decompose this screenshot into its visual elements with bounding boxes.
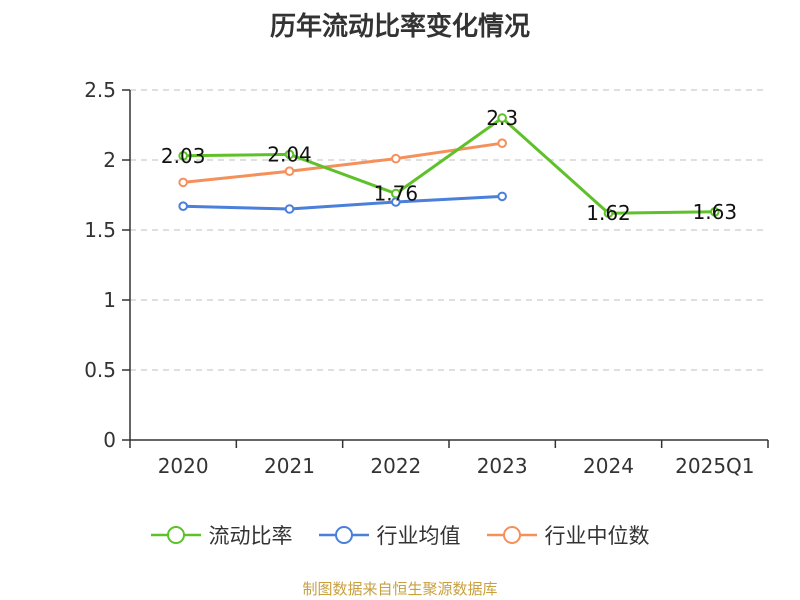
y-tick-label: 0 bbox=[103, 428, 116, 452]
data-label: 1.62 bbox=[586, 201, 631, 225]
y-tick-label: 2.5 bbox=[84, 78, 116, 102]
data-point[interactable] bbox=[178, 151, 188, 161]
x-tick-label: 2020 bbox=[158, 454, 209, 478]
x-tick-label: 2021 bbox=[264, 454, 315, 478]
legend-marker-icon bbox=[318, 526, 369, 544]
y-tick-label: 2 bbox=[103, 148, 116, 172]
legend-label: 流动比率 bbox=[208, 524, 293, 548]
legend: 流动比率 行业均值 行业中位数 bbox=[0, 520, 800, 550]
source-note: 制图数据来自恒生聚源数据库 bbox=[302, 580, 498, 598]
x-tick-label: 2023 bbox=[477, 454, 528, 478]
data-point[interactable] bbox=[603, 208, 614, 218]
data-label: 2.04 bbox=[267, 142, 312, 166]
y-tick-label: 1 bbox=[103, 288, 116, 312]
data-point[interactable] bbox=[391, 153, 401, 164]
y-tick-label: 1.5 bbox=[84, 218, 116, 242]
y-tick-label: 0.5 bbox=[84, 358, 116, 382]
data-point[interactable] bbox=[178, 201, 188, 211]
data-point[interactable] bbox=[497, 138, 507, 148]
series-layer bbox=[178, 113, 720, 218]
legend-item-industry-median[interactable]: 行业中位数 bbox=[486, 520, 650, 550]
data-point[interactable] bbox=[284, 204, 295, 214]
series-line bbox=[183, 194, 503, 211]
data-point[interactable] bbox=[391, 188, 401, 199]
legend-label: 行业均值 bbox=[376, 524, 461, 548]
axes: 0 0.5 1 1.5 2 2.5 2020 2021 2022 2023 2024 2025Q1 bbox=[84, 78, 769, 478]
data-label: 2.3 bbox=[486, 106, 518, 130]
legend-item-current-ratio[interactable]: 流动比率 bbox=[150, 520, 293, 550]
gridlines bbox=[130, 89, 768, 371]
data-point[interactable] bbox=[284, 149, 295, 160]
data-point[interactable] bbox=[497, 113, 507, 123]
data-point[interactable] bbox=[178, 177, 188, 188]
legend-marker-icon bbox=[150, 526, 201, 544]
chart-title: 历年流动比率变化情况 bbox=[269, 12, 530, 42]
legend-label: 行业中位数 bbox=[544, 524, 650, 548]
data-point[interactable] bbox=[710, 207, 720, 217]
series-line bbox=[183, 116, 715, 215]
data-labels: 2.03 2.04 1.76 2.3 1.62 1.63 bbox=[161, 106, 737, 225]
legend-item-industry-mean[interactable]: 行业均值 bbox=[318, 520, 461, 550]
data-label: 1.76 bbox=[374, 182, 419, 206]
data-point[interactable] bbox=[284, 166, 295, 176]
x-tick-label: 2025Q1 bbox=[675, 454, 754, 478]
data-label: 2.03 bbox=[161, 144, 206, 168]
legend-marker-icon bbox=[486, 526, 537, 544]
x-tick-label: 2024 bbox=[583, 454, 634, 478]
series-line bbox=[183, 141, 503, 184]
data-point[interactable] bbox=[497, 191, 507, 202]
data-label: 1.63 bbox=[693, 200, 738, 224]
x-tick-label: 2022 bbox=[370, 454, 421, 478]
